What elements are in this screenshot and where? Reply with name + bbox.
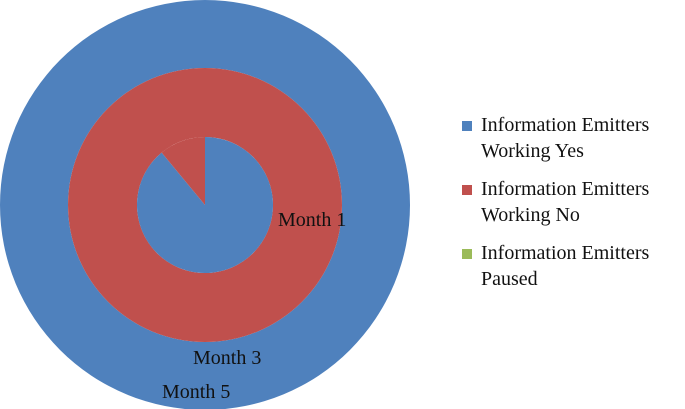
legend-label-working-yes: Information Emitters Working Yes [481,114,650,162]
ring-3-segment-1 [137,137,273,274]
legend-swatch-paused [462,249,472,259]
legend-swatch-working-yes [462,121,472,131]
legend-label-paused: Information Emitters Paused [481,242,650,290]
ring-1-segment-1 [0,0,410,409]
ring-2-segment-2 [68,68,342,342]
legend-item-working-yes: Information Emitters Working Yes [462,112,682,164]
ring-group [0,0,410,409]
legend-label-working-no: Information Emitters Working No [481,178,650,226]
legend-item-paused: Information Emitters Paused [462,240,682,292]
legend-swatch-working-no [462,185,472,195]
legend-item-working-no: Information Emitters Working No [462,176,682,228]
legend: Information Emitters Working Yes Informa… [462,112,682,304]
ring-label-month-5: Month 5 [162,381,230,403]
ring-label-month-3: Month 3 [193,347,261,369]
ring-label-month-1: Month 1 [278,209,346,231]
ring-3-segment-2 [161,137,205,205]
